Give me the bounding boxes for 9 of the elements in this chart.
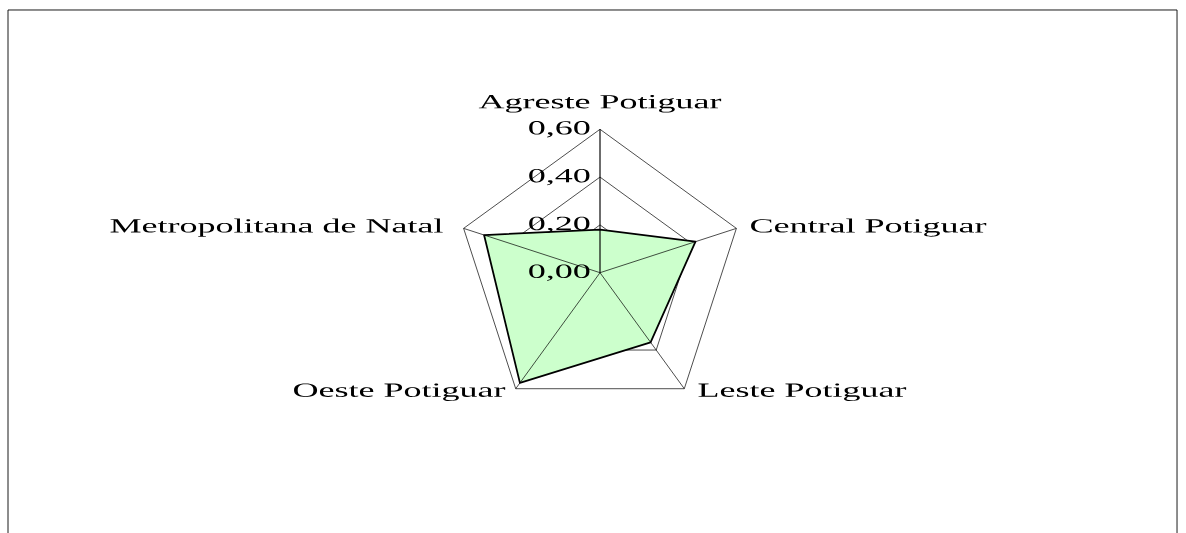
y-tick-label: 0,00 xyxy=(529,264,590,281)
spoke-label: Agreste Potiguar xyxy=(478,95,722,113)
y-tick-label: 0,40 xyxy=(529,168,590,186)
spoke-label: Leste Potiguar xyxy=(698,383,907,402)
spoke-label: Metropolitana de Natal xyxy=(110,218,443,237)
spoke-label: Oeste Potiguar xyxy=(294,383,506,402)
y-tick-label: 0,60 xyxy=(529,121,590,138)
y-tick-label: 0,20 xyxy=(529,216,590,234)
spoke-label: Central Potiguar xyxy=(751,218,987,237)
